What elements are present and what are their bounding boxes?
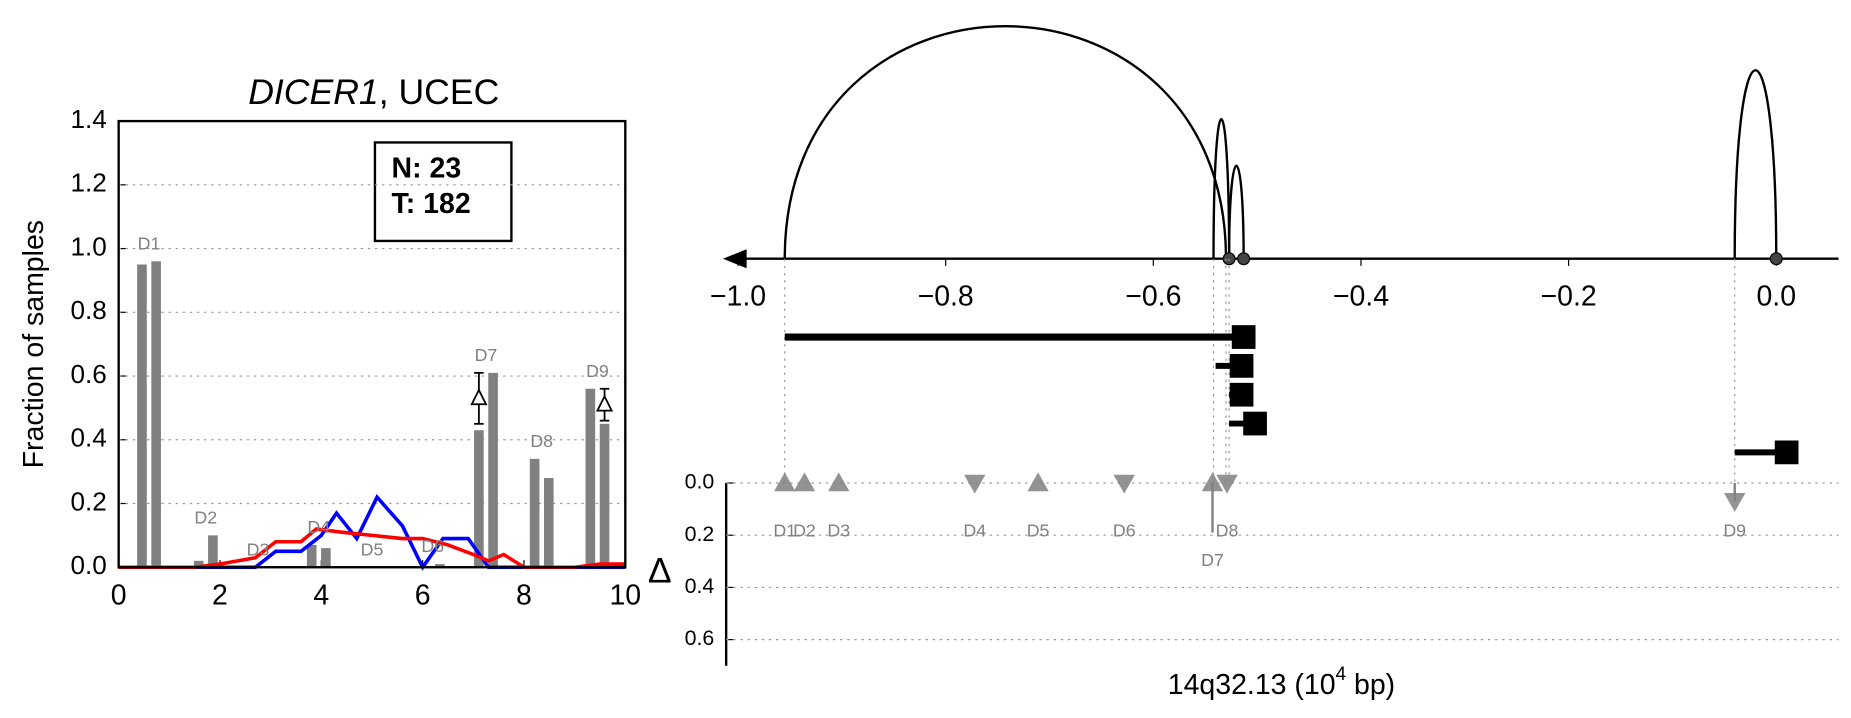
y-tick-label: 0.8 (71, 295, 107, 325)
arc (1212, 118, 1231, 259)
x-tick-label: 10 (609, 579, 641, 611)
bar (321, 548, 331, 568)
y-tick-label: 0.6 (685, 626, 715, 650)
bar (151, 261, 161, 568)
bar (543, 478, 554, 568)
bar-label: D2 (194, 507, 217, 527)
domain-marker (1724, 492, 1746, 512)
bar (488, 372, 498, 568)
arc (1733, 69, 1778, 259)
anchor-dot (1237, 252, 1251, 266)
x-tick-label: 4 (313, 579, 329, 611)
x-tick-label: 8 (516, 579, 532, 611)
y-axis-label: Fraction of samples (18, 220, 50, 468)
domain-label: D2 (793, 520, 816, 540)
delta-marker (595, 394, 614, 412)
x-tick-label: 0 (111, 579, 127, 611)
domain-label: D8 (1216, 520, 1239, 540)
bar-label: D8 (530, 431, 553, 451)
bar-label: D5 (361, 539, 384, 559)
arc (783, 25, 1228, 259)
bar (137, 264, 147, 568)
domain-marker (1216, 474, 1238, 494)
domain-label: D6 (1113, 520, 1136, 540)
x-tick-label: −0.2 (1541, 280, 1597, 312)
domain-marker (793, 472, 816, 492)
segment-end (1774, 440, 1799, 465)
domain-marker (774, 472, 796, 492)
y-tick-label: 1.0 (71, 231, 107, 261)
domain-label: D1 (773, 520, 796, 540)
domain-marker (1027, 472, 1049, 492)
bar-label: D1 (138, 233, 161, 253)
y-tick-label: 1.4 (71, 104, 107, 134)
y-tick-label: 0.2 (71, 486, 107, 516)
domain-marker (1113, 474, 1135, 494)
y-tick-label: 1.2 (71, 168, 107, 198)
y-tick-label: 0.0 (685, 470, 715, 494)
arc (1227, 164, 1245, 259)
line (118, 527, 626, 570)
x-tick-label: 6 (415, 579, 431, 611)
bar-label: D9 (586, 361, 609, 381)
x-tick-label: −0.4 (1333, 280, 1389, 312)
anchor-dot (1222, 252, 1236, 266)
bar (208, 535, 218, 568)
domain-label: D4 (963, 520, 986, 540)
chart-title: DICER1, UCEC (248, 72, 499, 112)
delta-axis-label: Δ (648, 551, 672, 591)
cohort: , UCEC (379, 72, 500, 112)
domain-label: D5 (1027, 520, 1050, 540)
x-tick-label: −0.8 (918, 280, 974, 312)
bar (435, 564, 445, 568)
bar-label: D6 (421, 536, 444, 556)
segment-end (1229, 382, 1254, 407)
y-tick-label: 0.0 (71, 550, 107, 580)
domain-label: D7 (1201, 550, 1224, 570)
info-text: N: 23 (392, 152, 462, 184)
x-axis-label: 14q32.13 (104 bp) (1168, 664, 1395, 700)
x-axis-label-text: bp) (1346, 668, 1395, 700)
x-tick-label: −1.0 (710, 280, 766, 312)
axis-arrow (722, 249, 747, 269)
domain-marker (828, 472, 850, 492)
bar (193, 560, 204, 568)
x-axis-label-exp: 4 (1336, 664, 1347, 685)
x-tick-label: −0.6 (1125, 280, 1181, 312)
y-tick-label: 0.4 (685, 574, 715, 598)
bar (529, 458, 540, 568)
x-tick-label: 2 (212, 579, 228, 611)
plot-frame (117, 119, 627, 569)
bar-label: D4 (307, 517, 330, 537)
bar (585, 388, 596, 568)
domain-label: D9 (1723, 520, 1746, 540)
gene-name: DICER1 (248, 72, 378, 112)
y-tick-label: 0.6 (71, 359, 107, 389)
bar (474, 430, 484, 568)
info-text: T: 182 (392, 188, 471, 220)
domain-marker (1201, 472, 1224, 492)
segment-end (1229, 354, 1254, 378)
bar-label: D7 (475, 345, 498, 365)
bar-label: D3 (247, 539, 270, 559)
x-tick-label: 0.0 (1756, 280, 1796, 312)
domain-marker (964, 474, 986, 494)
domain-label: D3 (827, 520, 850, 540)
info-box (373, 141, 513, 243)
segment-end (1231, 325, 1256, 349)
y-tick-label: 0.4 (71, 423, 107, 453)
y-tick-label: 0.2 (685, 522, 715, 546)
segment-end (1243, 411, 1267, 436)
bar (599, 423, 610, 568)
anchor-dot (1769, 252, 1783, 266)
x-axis-label-text: 14q32.13 (10 (1168, 668, 1336, 700)
bar (306, 544, 317, 568)
delta-marker (470, 388, 488, 406)
